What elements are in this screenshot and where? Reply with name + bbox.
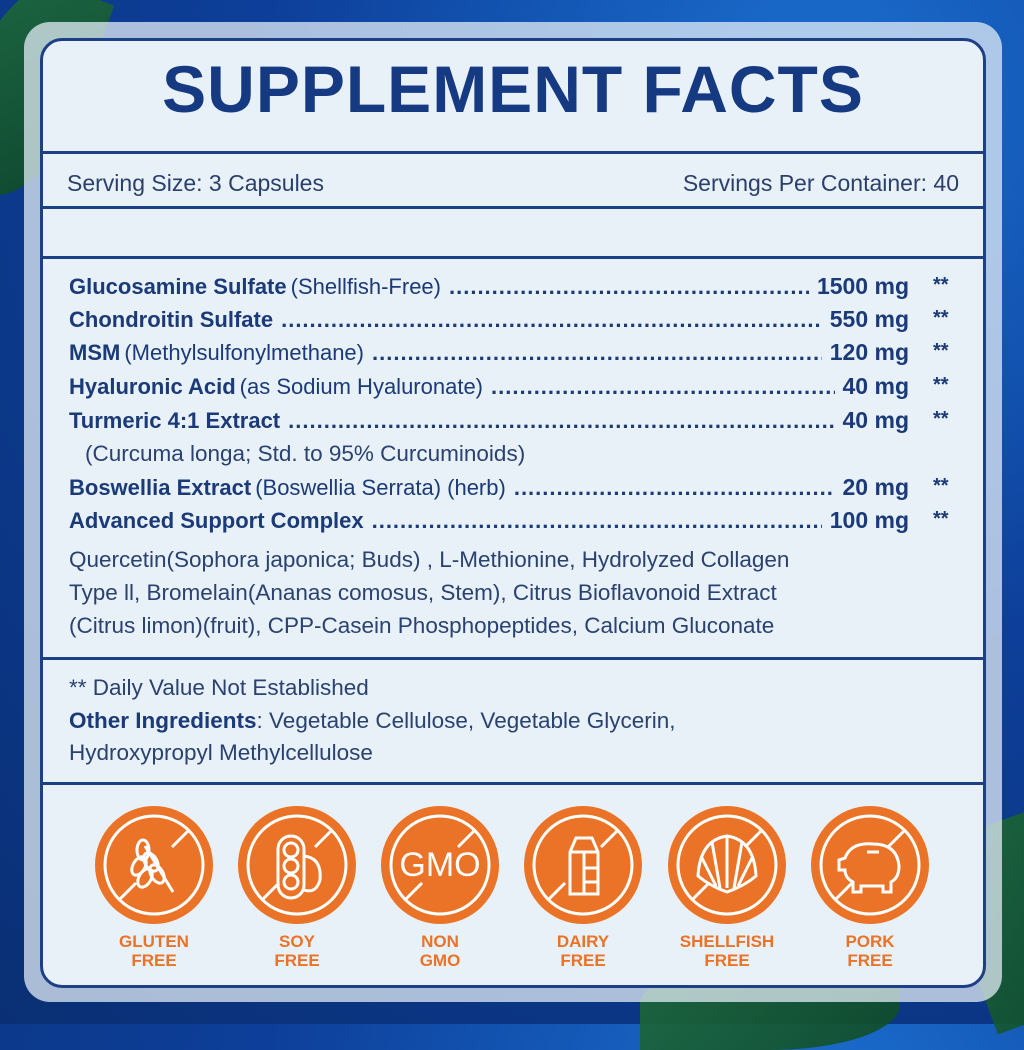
daily-value-stars: **: [933, 340, 949, 362]
ingredient-amount: 100 mg: [829, 507, 909, 533]
ingredient-amount: 120 mg: [829, 339, 909, 365]
badge-soy-free: SOY FREE: [238, 806, 356, 970]
complex-ingredients-line: Type ll, Bromelain(Ananas comosus, Stem)…: [69, 580, 777, 605]
ingredient-amount: 40 mg: [842, 373, 909, 399]
ingredient-row: Boswellia Extract (Boswellia Serrata) (he…: [69, 474, 909, 501]
milk-carton-icon: [524, 806, 642, 924]
svg-text:GMO: GMO: [399, 846, 480, 884]
ingredient-note: (as Sodium Hyaluronate): [239, 374, 484, 399]
badge-label: SOY: [279, 932, 315, 951]
dot-leader: [514, 475, 835, 501]
ingredient-amount: 550 mg: [829, 306, 909, 332]
badge-label: NON: [421, 932, 459, 951]
ingredient-name: Glucosamine Sulfate: [69, 274, 287, 299]
badge-gluten-free: GLUTEN FREE: [95, 806, 213, 970]
badge-label: GMO: [419, 951, 461, 970]
other-ingredients-label: Other Ingredients: [69, 708, 257, 733]
badge-label: FREE: [131, 951, 177, 970]
supplement-facts-card: SUPPLEMENT FACTS Serving Size: 3 Capsule…: [40, 38, 986, 988]
servings-per-container: Servings Per Container: 40: [682, 170, 959, 196]
dv-note: ** Daily Value Not Established: [69, 675, 369, 700]
ingredient-row: Advanced Support Complex 100 mg: [69, 507, 909, 534]
daily-value-stars: **: [933, 475, 949, 497]
pig-icon: [811, 806, 929, 924]
daily-value-stars: **: [933, 508, 949, 530]
ingredient-name: Hyaluronic Acid: [69, 374, 236, 399]
divider: [43, 782, 983, 785]
divider: [43, 206, 983, 209]
page-title: SUPPLEMENT FACTS: [162, 52, 864, 126]
ingredient-row: Turmeric 4:1 Extract 40 mg: [69, 407, 909, 434]
badge-non-gmo: GMO NON GMO: [381, 806, 499, 970]
complex-ingredients-line: Quercetin(Sophora japonica; Buds) , L-Me…: [69, 547, 790, 572]
ingredient-subnote: (Curcuma longa; Std. to 95% Curcuminoids…: [85, 441, 526, 466]
badge-label: GLUTEN: [119, 932, 189, 951]
ingredient-name: MSM: [69, 340, 121, 365]
badge-label: DAIRY: [556, 932, 610, 951]
daily-value-stars: **: [933, 274, 949, 296]
wheat-icon: [95, 806, 213, 924]
divider: [43, 657, 983, 660]
badge-label: FREE: [704, 951, 750, 970]
dot-leader: [491, 374, 835, 400]
ingredient-note: (Shellfish-Free): [290, 274, 441, 299]
gmo-icon: GMO: [381, 806, 499, 924]
badge-label: SHELLFISH: [679, 932, 775, 951]
ingredient-name: Turmeric 4:1 Extract: [69, 408, 281, 433]
ingredient-row: Glucosamine Sulfate(Shellfish-Free) 1500 …: [69, 273, 909, 300]
dot-leader: [372, 340, 822, 366]
complex-ingredients-line: (Citrus limon)(fruit), CPP-Casein Phosph…: [69, 613, 775, 638]
badge-label: FREE: [274, 951, 320, 970]
ingredient-name: Advanced Support Complex: [69, 508, 364, 533]
ingredient-amount: 40 mg: [842, 407, 909, 433]
badge-label: FREE: [560, 951, 606, 970]
dot-leader: [281, 307, 822, 333]
other-ingredients: Other Ingredients: Vegetable Cellulose, …: [69, 708, 676, 734]
badge-shellfish-free: SHELLFISH FREE: [668, 806, 786, 970]
ingredient-note: (Boswellia Serrata) (herb): [255, 475, 506, 500]
ingredient-amount: 1500 mg: [816, 273, 909, 299]
dot-leader: [288, 408, 834, 434]
divider: [43, 256, 983, 259]
ingredient-row: MSM(Methylsulfonylmethane) 120 mg: [69, 339, 909, 366]
dot-leader: [372, 508, 822, 534]
badge-pork-free: PORK FREE: [811, 806, 929, 970]
badge-label: FREE: [847, 951, 893, 970]
ingredient-row: Hyaluronic Acid(as Sodium Hyaluronate) 40…: [69, 373, 909, 400]
shell-icon: [668, 806, 786, 924]
daily-value-stars: **: [933, 408, 949, 430]
dot-leader: [449, 274, 809, 300]
daily-value-stars: **: [933, 307, 949, 329]
ingredient-amount: 20 mg: [842, 474, 909, 500]
ingredient-row: Chondroitin Sulfate 550 mg: [69, 306, 909, 333]
ingredient-note: (Methylsulfonylmethane): [124, 340, 364, 365]
badge-dairy-free: DAIRY FREE: [524, 806, 642, 970]
divider: [43, 151, 983, 154]
serving-size: Serving Size: 3 Capsules: [67, 170, 324, 196]
other-ingredients-text: Hydroxypropyl Methylcellulose: [69, 740, 373, 765]
daily-value-stars: **: [933, 374, 949, 396]
soybean-icon: [238, 806, 356, 924]
other-ingredients-text: : Vegetable Cellulose, Vegetable Glyceri…: [256, 708, 676, 733]
ingredient-name: Chondroitin Sulfate: [69, 307, 274, 332]
ingredient-name: Boswellia Extract: [69, 475, 252, 500]
badge-label: PORK: [845, 932, 895, 951]
